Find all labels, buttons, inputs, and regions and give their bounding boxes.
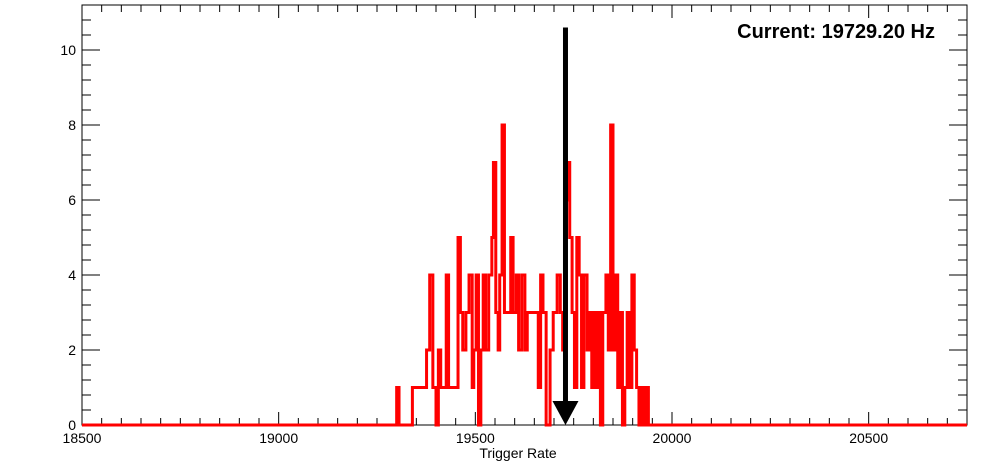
x-tick-label: 20000 bbox=[653, 430, 692, 446]
histogram-series-line bbox=[82, 123, 967, 427]
y-tick-label: 4 bbox=[68, 267, 76, 283]
y-tick-label: 8 bbox=[68, 117, 76, 133]
x-tick-label: 18500 bbox=[63, 430, 102, 446]
current-rate-annotation: Current: 19729.20 Hz bbox=[737, 21, 935, 43]
y-tick-label: 0 bbox=[68, 417, 76, 433]
plot-frame bbox=[81, 4, 968, 426]
x-tick-label: 19500 bbox=[456, 430, 495, 446]
current-rate-marker bbox=[552, 27, 579, 425]
y-axis: 0 2 4 6 8 10 bbox=[60, 4, 967, 433]
y-tick-label: 10 bbox=[60, 42, 76, 58]
x-axis: 18500 19000 19500 20000 20500 bbox=[63, 5, 968, 446]
x-axis-title: Trigger Rate bbox=[479, 445, 557, 461]
y-tick-label: 6 bbox=[68, 192, 76, 208]
y-tick-label: 2 bbox=[68, 342, 76, 358]
current-rate-marker-arrowhead bbox=[552, 401, 579, 425]
x-tick-label: 19000 bbox=[259, 430, 298, 446]
x-tick-label: 20500 bbox=[849, 430, 888, 446]
